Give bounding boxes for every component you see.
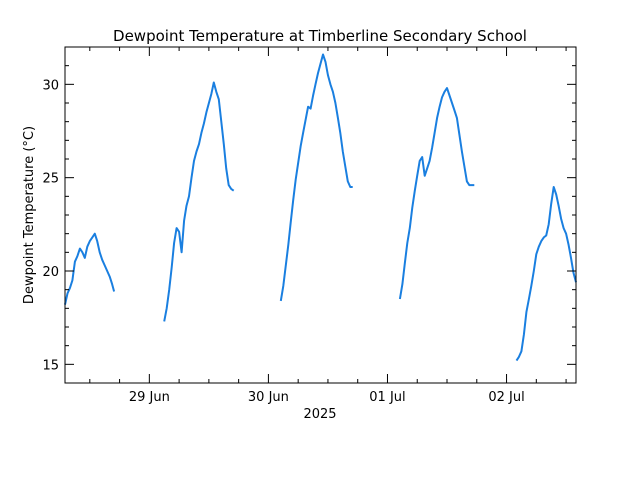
series-line-segment-4 [398, 87, 475, 300]
series-line-segment-1 [64, 232, 116, 305]
series-line-segment-3 [279, 53, 353, 302]
series-line-segment-2 [163, 81, 235, 322]
axis-tick-labels: 15 20 25 30 29 Jun 30 Jun 01 Jul 02 Jul [42, 78, 524, 405]
x-tick-label: 29 Jun [129, 390, 170, 405]
x-tick-label: 01 Jul [369, 390, 405, 405]
y-tick-label: 25 [42, 172, 59, 187]
y-tick-label: 20 [42, 265, 59, 280]
x-axis-label: 2025 [303, 407, 336, 422]
plot-series [64, 53, 577, 362]
plot-frame [64, 46, 577, 384]
y-tick-label: 30 [42, 78, 59, 93]
x-tick-label: 02 Jul [488, 390, 524, 405]
series-line-segment-5 [515, 186, 577, 362]
chart-title: Dewpoint Temperature at Timberline Secon… [113, 27, 527, 45]
y-axis-label: Dewpoint Temperature (°C) [22, 126, 37, 304]
axis-ticks [65, 46, 576, 384]
x-tick-label: 30 Jun [248, 390, 289, 405]
y-tick-label: 15 [42, 358, 59, 373]
